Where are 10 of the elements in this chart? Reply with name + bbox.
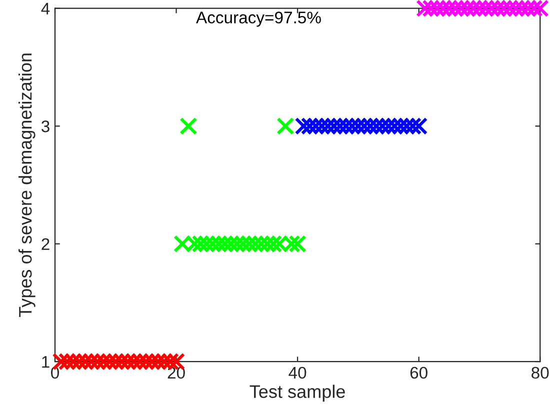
x-tick-label: 40 (288, 366, 306, 379)
y-tick-label: 3 (42, 120, 50, 132)
y-axis-title: Types of severe demagnetization (18, 54, 36, 318)
x-tick-label: 80 (532, 366, 549, 379)
annotation: Accuracy=97.5% (196, 12, 321, 27)
y-tick-label: 4 (41, 2, 50, 14)
y-tick-label: 1 (42, 356, 50, 368)
x-tick-label: 60 (410, 366, 428, 379)
y-tick-label: 2 (42, 238, 50, 250)
x-axis-title: Test sample (250, 384, 345, 402)
